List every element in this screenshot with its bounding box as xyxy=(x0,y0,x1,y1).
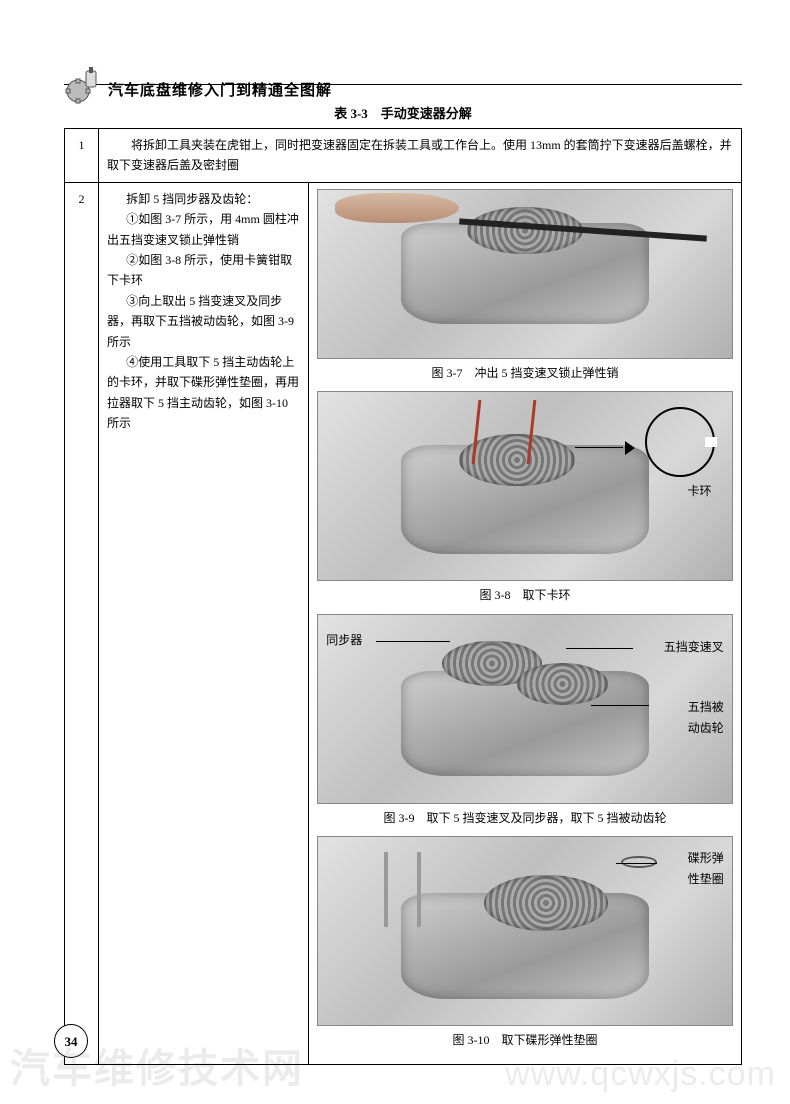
row2-figures: 图 3-7 冲出 5 挡变速叉锁止弹性销 卡环 图 3-8 取下卡环 xyxy=(309,182,742,1065)
figure-3-7: 图 3-7 冲出 5 挡变速叉锁止弹性销 xyxy=(317,189,733,383)
header-logo-icon xyxy=(64,65,104,105)
row2-item2: ②如图 3-8 所示，使用卡簧钳取下卡环 xyxy=(107,250,300,291)
figure-3-10-caption: 图 3-10 取下碟形弹性垫圈 xyxy=(317,1030,733,1050)
figure-3-8-caption: 图 3-8 取下卡环 xyxy=(317,585,733,605)
figure-3-10: 碟形弹 性垫圈 图 3-10 取下碟形弹性垫圈 xyxy=(317,836,733,1050)
figure-3-9-caption: 图 3-9 取下 5 挡变速叉及同步器，取下 5 挡被动齿轮 xyxy=(317,808,733,828)
figure-3-7-caption: 图 3-7 冲出 5 挡变速叉锁止弹性销 xyxy=(317,363,733,383)
row2-description: 拆卸 5 挡同步器及齿轮： ①如图 3-7 所示，用 4mm 圆柱冲出五挡变速叉… xyxy=(99,182,309,1065)
row2-item1: ①如图 3-7 所示，用 4mm 圆柱冲出五挡变速叉锁止弹性销 xyxy=(107,209,300,250)
watermark-cn: 汽车维修技术网 xyxy=(10,1036,304,1094)
fig310-label: 碟形弹 性垫圈 xyxy=(688,848,724,889)
fig38-ring-callout: 卡环 xyxy=(625,407,715,497)
row1-number: 1 xyxy=(65,129,99,183)
figure-3-9: 同步器 五挡变速叉 五挡被 动齿轮 图 3-9 取下 5 挡变速叉及同步器，取下… xyxy=(317,614,733,828)
row2-number: 2 xyxy=(65,182,99,1065)
watermark-url: www.qcwxjs.com xyxy=(505,1055,776,1094)
figure-3-8: 卡环 图 3-8 取下卡环 xyxy=(317,391,733,605)
book-title: 汽车底盘维修入门到精通全图解 xyxy=(108,71,332,100)
table-title: 表 3-3 手动变速器分解 xyxy=(64,103,742,122)
fig39-label-fork: 五挡变速叉 xyxy=(664,637,724,657)
fig39-label-sync: 同步器 xyxy=(326,630,362,650)
row1-text: 将拆卸工具夹装在虎钳上，同时把变速器固定在拆装工具或工作台上。使用 13mm 的… xyxy=(99,129,742,183)
disassembly-table: 1 将拆卸工具夹装在虎钳上，同时把变速器固定在拆装工具或工作台上。使用 13mm… xyxy=(64,128,742,1065)
row2-desc-title: 拆卸 5 挡同步器及齿轮： xyxy=(107,189,300,209)
fig39-label-driven: 五挡被 动齿轮 xyxy=(688,697,724,738)
row2-item3: ③向上取出 5 挡变速叉及同步器，再取下五挡被动齿轮，如图 3-9 所示 xyxy=(107,291,300,352)
fig38-ring-label: 卡环 xyxy=(687,481,711,501)
row2-item4: ④使用工具取下 5 挡主动齿轮上的卡环，并取下碟形弹性垫圈，再用拉器取下 5 挡… xyxy=(107,352,300,434)
